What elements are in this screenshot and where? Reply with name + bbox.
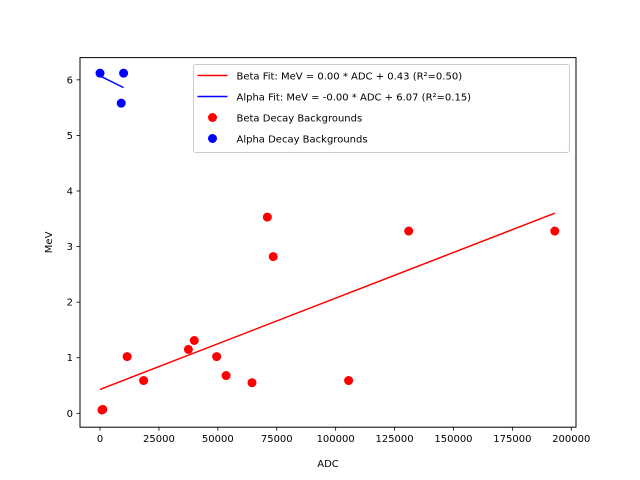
data-point (98, 404, 108, 414)
x-tick-label: 150000 (434, 434, 472, 445)
x-tick-label: 175000 (493, 434, 531, 445)
y-tick-label: 2 (67, 298, 73, 309)
y-tick-label: 6 (67, 75, 73, 86)
data-point (404, 226, 414, 236)
legend-box (193, 64, 570, 153)
data-point (95, 68, 105, 78)
y-tick-label: 1 (67, 353, 73, 364)
y-tick-label: 3 (67, 242, 73, 253)
legend-entry: Alpha Fit: MeV = -0.00 * ADC + 6.07 (R²=… (237, 93, 472, 104)
data-point (119, 68, 129, 78)
x-tick-label: 200000 (552, 434, 590, 445)
y-tick-label: 4 (67, 186, 73, 197)
x-tick-label: 0 (97, 434, 103, 445)
x-tick-label: 75000 (261, 434, 293, 445)
data-point (212, 352, 222, 362)
legend-marker-swatch (208, 113, 217, 122)
y-axis: 0 1 2 3 4 5 6 (67, 75, 80, 420)
data-point (122, 352, 132, 362)
data-point (139, 376, 149, 386)
data-point (183, 344, 193, 354)
y-tick-label: 0 (67, 409, 73, 420)
fit-line-0 (99, 212, 556, 391)
data-point (247, 378, 257, 388)
data-point (262, 212, 272, 222)
legend-entry: Beta Fit: MeV = 0.00 * ADC + 0.43 (R²=0.… (237, 72, 463, 83)
fit-line-1 (99, 75, 124, 89)
data-point (189, 335, 199, 345)
data-point (550, 226, 560, 236)
x-tick-label: 25000 (143, 434, 175, 445)
x-axis: 0 25000 50000 75000 100000 125000 150000 175000… (97, 427, 590, 445)
legend-entry: Alpha Decay Backgrounds (237, 135, 368, 146)
x-tick-label: 100000 (317, 434, 355, 445)
x-tick-label: 125000 (375, 434, 413, 445)
data-point (116, 98, 126, 108)
plot-frame (79, 57, 577, 428)
data-point (344, 376, 354, 386)
legend-marker-swatch (208, 134, 217, 143)
series-layer (95, 68, 560, 415)
data-point (221, 371, 231, 381)
x-tick-label: 50000 (202, 434, 234, 445)
y-tick-label: 5 (67, 131, 73, 142)
legend: Beta Fit: MeV = 0.00 * ADC + 0.43 (R²=0.… (193, 64, 570, 153)
y-axis-label: MeV (44, 231, 55, 253)
x-axis-label: ADC (317, 459, 339, 470)
data-point (268, 252, 278, 262)
legend-entry: Beta Decay Backgrounds (237, 114, 363, 125)
